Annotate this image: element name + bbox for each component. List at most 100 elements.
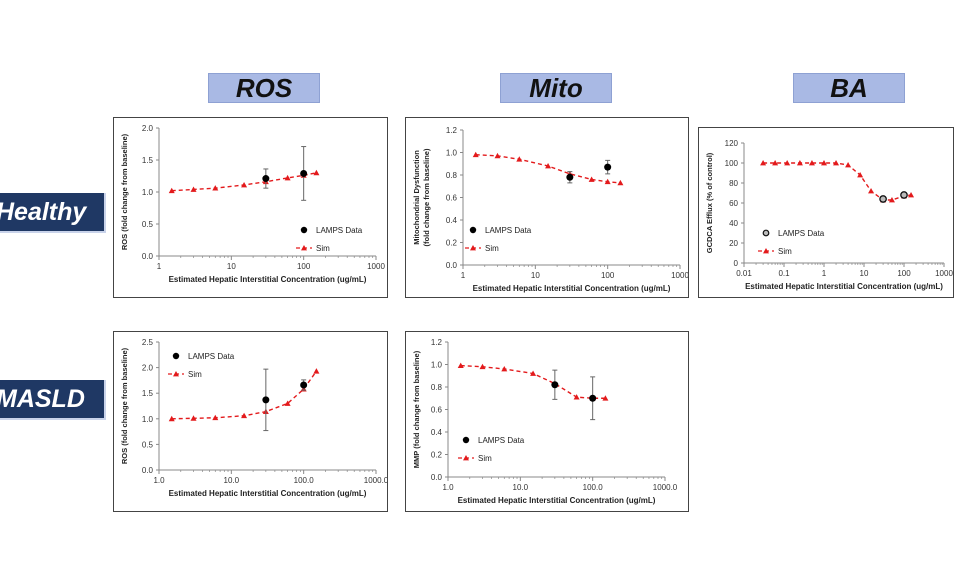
lamps-data-point — [551, 381, 559, 389]
sim-point — [241, 412, 248, 419]
sim-point — [313, 169, 320, 176]
sim-point — [760, 160, 767, 166]
y-tick-label: 60 — [729, 199, 738, 208]
sim-point — [479, 363, 486, 370]
sim-point — [821, 160, 827, 166]
x-tick-label: 1 — [822, 269, 827, 278]
legend-sim-marker — [463, 455, 469, 461]
x-tick-label: 100 — [897, 269, 911, 278]
sim-point — [313, 368, 320, 374]
sim-point — [494, 152, 501, 159]
column-header-ros: ROS — [208, 73, 320, 103]
chart-panel-masld-mito: 0.0 0.2 0.4 0.6 0.8 1.0 1.2 1.0 10.0 100.0 1000.0 E… — [405, 331, 689, 512]
x-tick-label: 10.0 — [224, 476, 240, 485]
sim-point — [602, 395, 609, 401]
y-tick-label: 0.5 — [142, 220, 154, 229]
sim-point — [284, 174, 291, 181]
lamps-data-point — [604, 163, 612, 171]
x-axis-label: Estimated Hepatic Interstitial Concentra… — [169, 275, 367, 284]
x-tick-label: 1000 — [935, 269, 953, 278]
column-header-mito: Mito — [500, 73, 612, 103]
y-tick-label: 2.5 — [142, 338, 154, 347]
sim-point — [808, 160, 815, 166]
chart-panel-healthy-ba: 0 20 40 60 80 100 120 0.01 0.1 1 10 100 1000 Estimate… — [698, 127, 954, 298]
lamps-data-point — [566, 173, 574, 181]
y-tick-label: 80 — [729, 179, 738, 188]
y-tick-label: 0.0 — [142, 252, 154, 261]
x-tick-label: 10 — [531, 271, 540, 280]
sim-point — [545, 163, 552, 169]
x-tick-label: 10 — [860, 269, 869, 278]
y-tick-label: 0.0 — [142, 466, 154, 475]
x-tick-label: 10 — [227, 262, 236, 271]
y-axis-label: Mitochondrial Dysfunction — [412, 150, 421, 245]
y-axis-label: ROS (fold change from baseline) — [120, 347, 129, 464]
y-tick-label: 0.8 — [446, 171, 458, 180]
sim-point — [617, 179, 624, 186]
legend-lamps-marker — [462, 436, 470, 444]
y-axis-label: ROS (fold change from baseline) — [120, 133, 129, 250]
x-axis-label: Estimated Hepatic Interstitial Concentra… — [473, 284, 671, 293]
legend-lamps-label: LAMPS Data — [485, 226, 532, 235]
legend-lamps-label: LAMPS Data — [778, 229, 825, 238]
x-tick-label: 100.0 — [294, 476, 315, 485]
x-tick-label: 0.1 — [778, 269, 790, 278]
sim-point — [516, 156, 523, 162]
y-tick-label: 0.0 — [446, 261, 458, 270]
x-tick-label: 100 — [601, 271, 615, 280]
y-tick-label: 20 — [729, 239, 738, 248]
chart-healthy-mito: 0.0 0.2 0.4 0.6 0.8 1.0 1.2 1 10 100 1000Estimated… — [412, 126, 688, 293]
legend-sim-label: Sim — [316, 244, 330, 253]
sim-point — [868, 188, 875, 194]
legend-lamps-label: LAMPS Data — [478, 436, 525, 445]
legend-lamps-marker — [300, 226, 308, 234]
lamps-data-point — [900, 191, 908, 199]
y-tick-label: 1.2 — [446, 126, 458, 135]
y-tick-label: 0.0 — [431, 473, 443, 482]
legend-lamps-label: LAMPS Data — [188, 352, 235, 361]
y-tick-label: 1.0 — [446, 149, 458, 158]
lamps-data-point — [879, 195, 887, 203]
sim-point — [241, 181, 248, 188]
row-label-healthy: Healthy — [0, 193, 106, 233]
sim-point — [190, 415, 197, 421]
y-tick-label: 0.6 — [446, 194, 458, 203]
legend-lamps-marker — [469, 226, 477, 234]
legend-sim-marker — [470, 245, 476, 251]
y-tick-label: 0.2 — [446, 239, 458, 248]
legend-sim-label: Sim — [778, 247, 792, 256]
y-tick-label: 0.5 — [142, 440, 154, 449]
y-tick-label: 1.0 — [431, 361, 443, 370]
y-axis-label: MMP (fold change from baseline) — [412, 350, 421, 468]
x-tick-label: 1000.0 — [653, 483, 678, 492]
x-axis-label: Estimated Hepatic Interstitial Concentra… — [745, 282, 943, 291]
y-tick-label: 2.0 — [142, 124, 154, 133]
chart-panel-masld-ros: 0.0 0.5 1.0 1.5 2.0 2.5 1.0 10.0 100.0 1000.0 Esti… — [113, 331, 388, 512]
sim-point — [168, 415, 175, 422]
legend-lamps-label: LAMPS Data — [316, 226, 363, 235]
sim-series-line — [763, 162, 912, 201]
y-tick-label: 100 — [725, 159, 739, 168]
x-tick-label: 1000 — [367, 262, 385, 271]
x-tick-label: 1000.0 — [364, 476, 387, 485]
sim-point — [604, 178, 611, 185]
y-tick-label: 0.4 — [431, 428, 443, 437]
y-tick-label: 120 — [725, 139, 739, 148]
sim-point — [888, 197, 895, 203]
x-tick-label: 10.0 — [513, 483, 529, 492]
y-tick-label: 0.6 — [431, 406, 443, 415]
x-axis-label: Estimated Hepatic Interstitial Concentra… — [458, 496, 656, 505]
y-tick-label: 1.5 — [142, 156, 154, 165]
y-tick-label: 2.0 — [142, 364, 154, 373]
chart-healthy-ba: 0 20 40 60 80 100 120 0.01 0.1 1 10 100 1000 Estimate… — [705, 139, 953, 291]
sim-point — [784, 160, 791, 166]
legend-sim-label: Sim — [188, 370, 202, 379]
y-tick-label: 1.0 — [142, 415, 154, 424]
x-tick-label: 1 — [157, 262, 162, 271]
legend-sim-marker — [173, 371, 179, 377]
sim-point — [908, 192, 915, 198]
legend-sim-marker — [301, 245, 307, 251]
sim-point — [212, 185, 219, 191]
lamps-data-point — [262, 396, 270, 404]
